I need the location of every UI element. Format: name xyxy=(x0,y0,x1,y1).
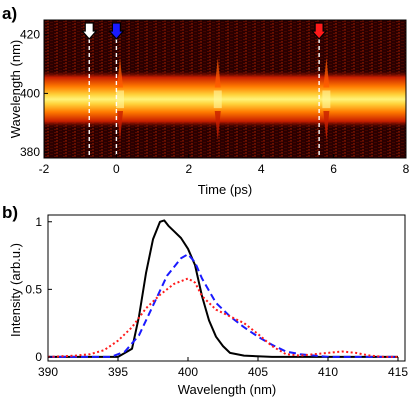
heatmap-xlabel: Time (ps) xyxy=(198,182,252,197)
panel-b-label: b) xyxy=(2,203,18,222)
spectra-xtick-label-1: 395 xyxy=(108,365,128,379)
spectra-curves xyxy=(47,219,398,358)
heatmap-ylabel: Wavelength (nm) xyxy=(8,40,23,139)
heatmap-panel: -2 0 2 4 6 8 380 400 420 Time (ps) Wavelength (n… xyxy=(8,19,410,197)
heatmap-content xyxy=(44,22,406,158)
feature-up-1 xyxy=(214,58,221,88)
heatmap-xtick-label-0: -2 xyxy=(39,162,50,176)
spectra-axes: 390 395 400 405 410 415 0 0.5 1 xyxy=(25,215,408,379)
heatmap-xtick-label-3: 4 xyxy=(258,162,265,176)
spectra-xtick-label-2: 400 xyxy=(178,365,198,379)
spectra-xtick-label-0: 390 xyxy=(38,365,58,379)
feature-core-1 xyxy=(213,90,222,109)
heatmap-frame xyxy=(43,19,407,159)
heatmap-ytick-label-0: 380 xyxy=(20,145,40,159)
spectrum-series-0 xyxy=(48,219,398,358)
feature-down-2 xyxy=(323,111,330,141)
marker-arrow-2 xyxy=(310,22,328,40)
heatmap-ytick-label-2: 420 xyxy=(20,28,40,42)
heatmap-xtick-label-1: 0 xyxy=(113,162,120,176)
spectra-xlabel: Wavelength (nm) xyxy=(178,382,277,397)
spectrum-series-2 xyxy=(47,277,398,358)
feature-down-1 xyxy=(214,111,221,141)
spectra-xtick-label-4: 410 xyxy=(318,365,338,379)
marker-arrow-1 xyxy=(108,22,125,40)
feature-down-0 xyxy=(117,111,124,141)
heatmap-axes: -2 0 2 4 6 8 380 400 420 xyxy=(20,28,410,176)
spectra-ytick-label-1: 0.5 xyxy=(25,282,42,296)
heatmap-xtick-label-2: 2 xyxy=(185,162,192,176)
spectra-ytick-label-0: 0 xyxy=(35,350,42,364)
panel-a-label: a) xyxy=(2,4,17,23)
feature-up-2 xyxy=(323,58,330,88)
heatmap-xtick-label-4: 6 xyxy=(330,162,337,176)
heatmap-xtick-label-5: 8 xyxy=(403,162,410,176)
spectrum-series-1 xyxy=(48,253,398,358)
marker-arrow-0 xyxy=(80,22,98,40)
spectra-ytick-label-2: 1 xyxy=(35,215,42,229)
spectra-xtick-label-3: 405 xyxy=(248,365,268,379)
feature-core-2 xyxy=(322,90,331,109)
spectra-ylabel: Intensity (arb.u.) xyxy=(8,243,23,337)
feature-core-0 xyxy=(116,90,125,109)
spectra-xtick-label-5: 415 xyxy=(388,365,408,379)
spectra-frame xyxy=(47,214,406,362)
emission-band xyxy=(44,70,406,129)
feature-up-0 xyxy=(117,58,124,88)
heatmap-ytick-label-1: 400 xyxy=(20,86,40,100)
